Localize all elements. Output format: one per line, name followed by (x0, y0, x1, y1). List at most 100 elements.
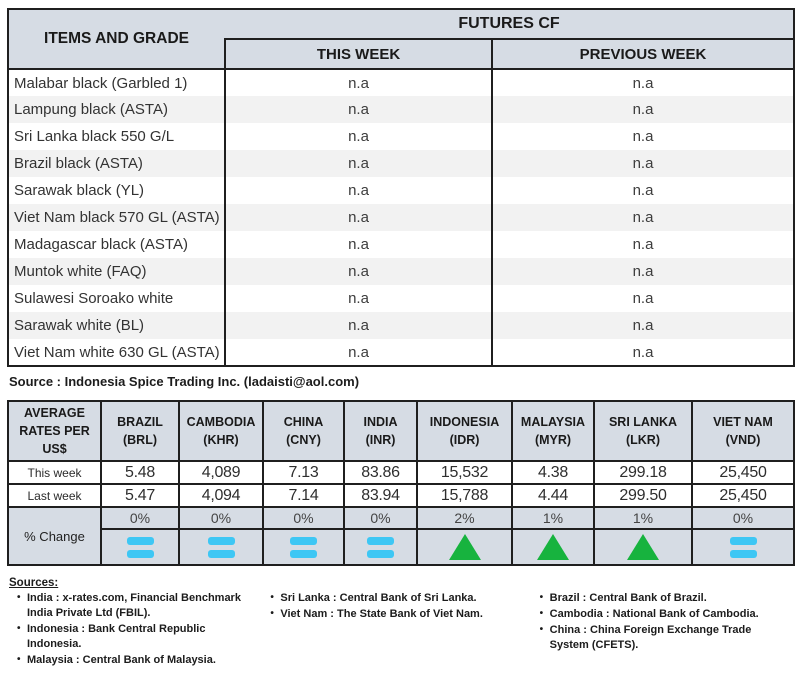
currency-code: (KHR) (203, 433, 239, 448)
percent-change-value: 2% (416, 506, 513, 531)
list-item: • China : China Foreign Exchange Trade Sy… (532, 623, 793, 653)
this-week-value: n.a (224, 339, 492, 366)
currency-code: (BRL) (122, 433, 157, 448)
country-name: INDIA (363, 415, 398, 430)
list-item: • Cambodia : National Bank of Cambodia. (532, 607, 793, 622)
table-row: Sulawesi Soroako white n.a n.a (8, 285, 795, 312)
equal-icon (126, 536, 154, 558)
bullet-icon: • (539, 592, 544, 604)
futures-table: ITEMS AND GRADE FUTURES CF THIS WEEK PRE… (7, 8, 796, 367)
rate-value: 25,450 (691, 483, 795, 509)
rate-value: 15,788 (416, 483, 513, 509)
rate-value: 7.13 (262, 460, 345, 486)
column-header-brazil: BRAZIL (BRL) (100, 399, 180, 463)
currency-code: (CNY) (286, 433, 321, 448)
list-item: • India : x-rates.com, Financial Benchmar… (9, 591, 262, 621)
bullet-icon: • (17, 653, 21, 665)
list-item: • Malaysia : Central Bank of Malaysia. (9, 653, 262, 668)
percent-change-row: % Change 0% 0% 0% 0% 2% 1% 1% 0% (7, 506, 795, 567)
rate-value: 299.18 (593, 460, 693, 486)
rate-value: 4,089 (178, 460, 264, 486)
equal-icon (207, 536, 235, 558)
item-label: Sarawak white (BL) (14, 317, 145, 334)
currency-code: (INR) (365, 433, 396, 448)
currency-code: (IDR) (449, 433, 480, 448)
this-week-value: n.a (224, 177, 492, 204)
up-arrow-icon (627, 534, 659, 561)
up-arrow-icon (448, 534, 481, 561)
previous-week-value: n.a (490, 285, 795, 312)
source-attribution: Source : Indonesia Spice Trading Inc. (l… (9, 374, 360, 389)
column-header-sri-lanka: SRI LANKA (LKR) (593, 399, 693, 463)
country-name: CHINA (283, 415, 324, 430)
country-name: VIET NAM (713, 415, 773, 430)
list-item: • Sri Lanka : Central Bank of Sri Lanka. (262, 591, 531, 606)
table-row: Sarawak black (YL) n.a n.a (8, 177, 795, 204)
percent-change-value: 1% (511, 506, 595, 531)
source-text: Cambodia : National Bank of Cambodia. (549, 608, 759, 621)
rate-value: 4.38 (511, 460, 595, 486)
equal-icon (729, 536, 757, 558)
table-row: Brazil black (ASTA) n.a n.a (8, 150, 795, 177)
this-week-value: n.a (224, 204, 492, 231)
previous-week-value: n.a (490, 258, 795, 285)
rate-value: 15,532 (416, 460, 513, 486)
this-week-value: n.a (224, 312, 492, 339)
source-text: Sri Lanka : Central Bank of Sri Lanka. (280, 592, 477, 605)
sources-column: • Sri Lanka : Central Bank of Sri Lanka. … (262, 591, 531, 668)
country-name: MALAYSIA (520, 415, 586, 430)
column-header-malaysia: MALAYSIA (MYR) (511, 399, 595, 463)
previous-week-value: n.a (490, 96, 795, 123)
source-text: Indonesia : Bank Central Republic Indone… (27, 623, 206, 650)
percent-change-value: 1% (593, 506, 693, 531)
list-item: • Indonesia : Bank Central Republic Indon… (9, 622, 262, 652)
rate-value: 5.48 (100, 460, 180, 486)
item-label: Madagascar black (ASTA) (14, 236, 188, 253)
item-label: Muntok white (FAQ) (14, 263, 147, 280)
country-name: SRI LANKA (608, 415, 678, 430)
rate-value: 7.14 (262, 483, 345, 509)
equal-icon (290, 536, 317, 558)
percent-change-value: 0% (343, 506, 418, 531)
sources-section: Sources: • India : x-rates.com, Financial… (7, 577, 793, 668)
item-label: Lampung black (ASTA) (14, 101, 168, 118)
source-text: Brazil : Central Bank of Brazil. (549, 592, 707, 605)
trend-icon-row (8, 528, 795, 567)
rate-value: 25,450 (691, 460, 795, 486)
this-week-value: n.a (224, 123, 492, 150)
previous-week-value: n.a (490, 231, 795, 258)
this-week-header: THIS WEEK (224, 39, 492, 70)
bullet-icon: • (270, 608, 274, 620)
item-label: Sarawak black (YL) (14, 182, 145, 199)
previous-week-value: n.a (490, 177, 795, 204)
previous-week-header: PREVIOUS WEEK (490, 39, 795, 70)
rate-value: 83.86 (343, 460, 418, 486)
currency-code: (MYR) (534, 433, 572, 448)
item-label: Viet Nam black 570 GL (ASTA) (14, 209, 220, 226)
table-row: Malabar black (Garbled 1) n.a n.a (8, 69, 795, 96)
currency-code: (VND) (725, 433, 761, 448)
column-header-indonesia: INDONESIA (IDR) (416, 399, 513, 463)
column-header-china: CHINA (CNY) (262, 399, 345, 463)
row-label: % Change (7, 506, 102, 567)
previous-week-value: n.a (490, 69, 795, 96)
sources-column: • Brazil : Central Bank of Brazil. • Cambo… (532, 591, 793, 668)
this-week-value: n.a (224, 231, 492, 258)
bullet-icon: • (539, 624, 544, 636)
rate-value: 4,094 (178, 483, 264, 509)
sources-title: Sources: (9, 577, 59, 590)
source-text: India : x-rates.com, Financial Benchmark… (27, 592, 241, 620)
item-label: Sri Lanka black 550 G/L (14, 128, 175, 145)
country-name: BRAZIL (117, 415, 163, 430)
bullet-icon: • (270, 592, 274, 604)
bullet-icon: • (17, 623, 21, 635)
rate-value: 83.94 (343, 483, 418, 509)
rate-value: 299.50 (593, 483, 693, 509)
bullet-icon: • (539, 608, 544, 620)
list-item: • Viet Nam : The State Bank of Viet Nam. (262, 607, 531, 622)
futures-cf-header: FUTURES CF (225, 9, 795, 40)
this-week-value: n.a (224, 96, 492, 123)
average-rates-header: AVERAGE RATES PER US$ (7, 399, 102, 463)
table-row: Muntok white (FAQ) n.a n.a (8, 258, 795, 285)
items-and-grade-header: ITEMS AND GRADE (8, 9, 225, 70)
